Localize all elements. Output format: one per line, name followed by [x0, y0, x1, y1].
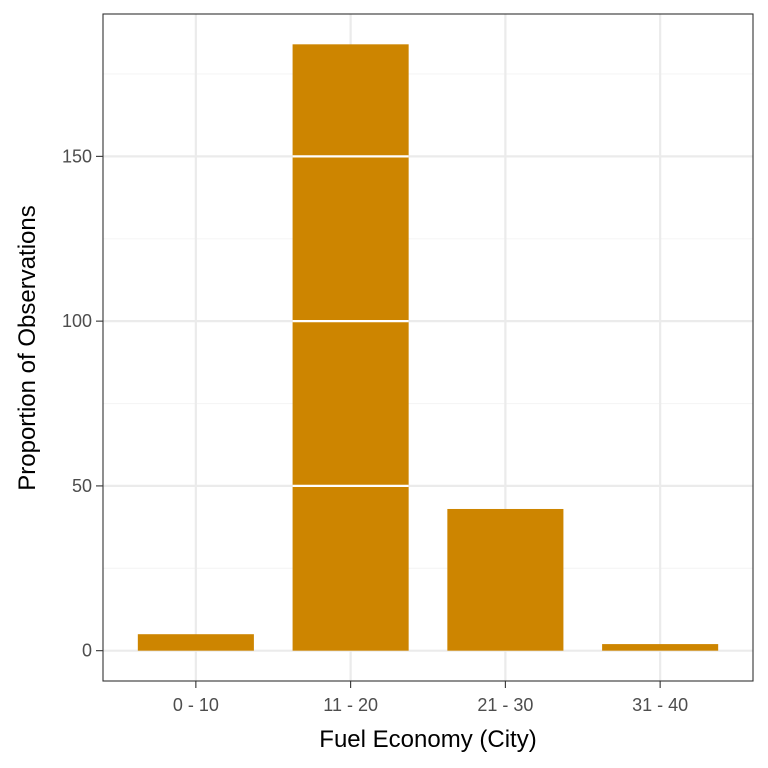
y-axis-ticks: 0 50 100 150 — [62, 146, 103, 661]
minor-gridlines — [103, 73, 753, 569]
y-tick-label: 0 — [82, 641, 92, 661]
bars — [137, 44, 719, 651]
panel-background — [103, 14, 753, 681]
y-axis-title: Proportion of Observations — [14, 205, 41, 490]
x-tick-label: 21 - 30 — [477, 695, 533, 715]
x-tick-label: 11 - 20 — [323, 695, 378, 715]
x-axis-title: Fuel Economy (City) — [319, 726, 536, 753]
bar-0-10 — [137, 634, 254, 651]
bar-11-20 — [292, 44, 409, 651]
y-tick-label: 100 — [62, 311, 92, 331]
x-tick-label: 0 - 10 — [173, 695, 219, 715]
bar-21-30 — [447, 508, 564, 651]
y-tick-label: 150 — [62, 146, 92, 166]
x-axis-ticks: 0 - 10 11 - 20 21 - 30 31 - 40 — [173, 681, 688, 715]
x-tick-label: 31 - 40 — [632, 695, 688, 715]
panel-border — [102, 13, 754, 682]
bar-31-40 — [602, 644, 719, 651]
y-tick-label: 50 — [72, 476, 92, 496]
